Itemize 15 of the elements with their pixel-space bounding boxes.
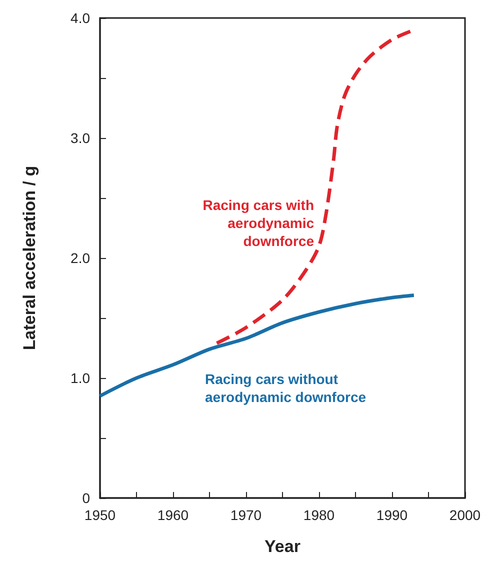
- x-tick-label: 1990: [376, 507, 408, 523]
- y-tick-label: 4.0: [70, 10, 90, 26]
- x-tick-label: 1970: [230, 507, 262, 523]
- x-tick-label: 1980: [303, 507, 335, 523]
- annotation: Racing cars without aerodynamic downforce: [205, 371, 366, 405]
- x-axis-title: Year: [264, 537, 301, 556]
- annotation: Racing cars with aerodynamic downforce: [202, 197, 314, 249]
- x-tick-label: 2000: [449, 507, 481, 523]
- y-tick-label: 3.0: [70, 130, 90, 146]
- y-axis-title: Lateral acceleration / g: [20, 166, 39, 350]
- y-tick-label: 0: [82, 490, 90, 506]
- y-tick-label: 1.0: [70, 370, 90, 386]
- x-tick-label: 1950: [84, 507, 116, 523]
- y-tick-label: 2.0: [70, 250, 90, 266]
- x-tick-label: 1960: [157, 507, 189, 523]
